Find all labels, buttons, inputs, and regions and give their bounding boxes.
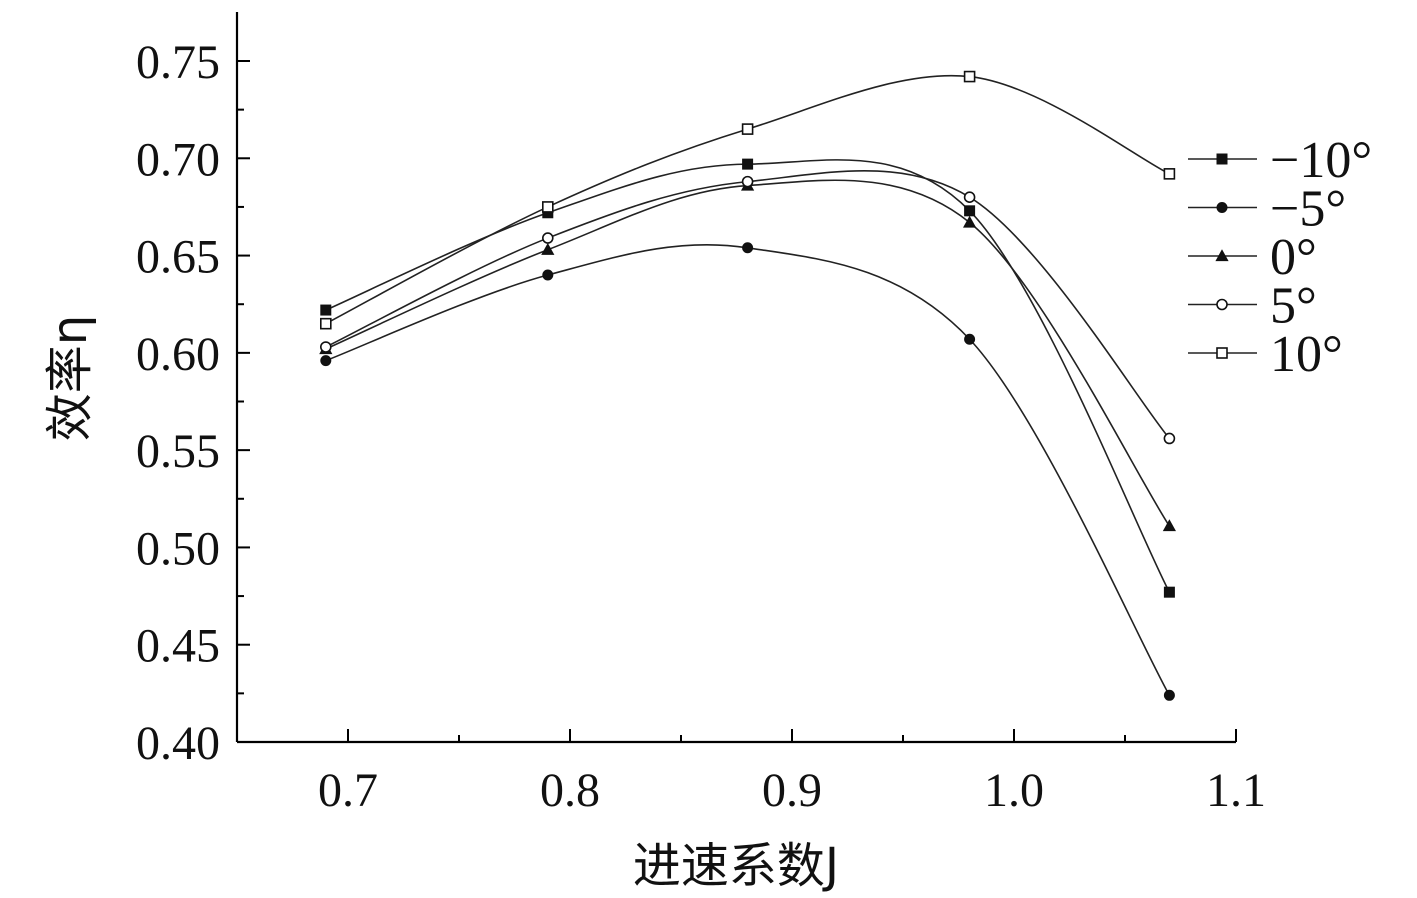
y-tick-label: 0.65 bbox=[136, 231, 220, 284]
y-tick-label: 0.75 bbox=[136, 36, 220, 89]
data-point bbox=[964, 205, 976, 217]
x-tick-label: 1.0 bbox=[984, 764, 1044, 817]
series-4 bbox=[319, 70, 1176, 330]
data-point bbox=[1163, 432, 1176, 445]
y-axis-title: 效率η bbox=[42, 315, 98, 441]
data-point bbox=[742, 242, 754, 254]
data-point bbox=[741, 123, 754, 135]
series-line bbox=[325, 159, 1171, 593]
x-tick-label: 0.8 bbox=[540, 764, 600, 817]
data-point bbox=[1162, 519, 1176, 532]
data-point bbox=[319, 317, 332, 330]
legend-label: 5° bbox=[1270, 278, 1317, 335]
x-axis-title: 进速系数J bbox=[633, 838, 839, 894]
data-point bbox=[964, 333, 976, 345]
series-line bbox=[325, 179, 1171, 527]
y-tick-label: 0.55 bbox=[136, 425, 220, 478]
legend-item: −5° bbox=[1188, 181, 1346, 238]
data-point bbox=[742, 158, 754, 170]
legend-marker bbox=[1216, 298, 1228, 311]
series-3 bbox=[319, 170, 1176, 445]
y-tick-label: 0.50 bbox=[136, 522, 220, 575]
y-tick-label: 0.70 bbox=[136, 133, 220, 186]
legend-item: 5° bbox=[1188, 278, 1317, 335]
data-point bbox=[963, 191, 976, 203]
data-point bbox=[741, 175, 754, 188]
series-line bbox=[325, 74, 1170, 325]
data-point bbox=[1163, 168, 1176, 180]
data-point bbox=[320, 355, 332, 367]
legend-marker bbox=[1215, 249, 1229, 262]
legend-item: 10° bbox=[1188, 326, 1343, 383]
data-point bbox=[1163, 689, 1175, 701]
series-line bbox=[325, 170, 1171, 439]
series-0 bbox=[320, 158, 1175, 598]
legend-marker bbox=[1216, 347, 1228, 359]
legend-label: −10° bbox=[1270, 132, 1372, 189]
legend-item: −10° bbox=[1188, 132, 1372, 189]
data-point bbox=[541, 242, 555, 255]
data-point bbox=[963, 215, 977, 228]
y-tick-label: 0.60 bbox=[136, 328, 220, 381]
axis-ticks: 0.40 0.45 0.50 0.55 0.60 0.65 0.70 0.75 0.7 0.8 0.… bbox=[136, 36, 1266, 817]
data-point bbox=[320, 304, 332, 316]
axes bbox=[235, 12, 1236, 744]
series-2 bbox=[319, 178, 1176, 532]
x-tick-label: 1.1 bbox=[1206, 764, 1266, 817]
data-point bbox=[541, 201, 554, 213]
data-point bbox=[1163, 586, 1175, 598]
series-layer bbox=[319, 70, 1176, 701]
data-point bbox=[542, 269, 554, 281]
legend-marker bbox=[1216, 202, 1228, 213]
legend: −10°−5°0°5°10° bbox=[1188, 132, 1372, 383]
data-point bbox=[319, 341, 332, 353]
legend-label: −5° bbox=[1270, 181, 1346, 238]
series-1 bbox=[320, 242, 1175, 701]
legend-label: 10° bbox=[1270, 326, 1343, 383]
data-point bbox=[963, 70, 976, 83]
x-tick-label: 0.7 bbox=[318, 764, 378, 817]
y-tick-label: 0.40 bbox=[136, 717, 220, 770]
legend-item: 0° bbox=[1188, 229, 1317, 286]
legend-marker bbox=[1216, 153, 1228, 165]
legend-label: 0° bbox=[1270, 229, 1317, 286]
data-point bbox=[541, 232, 554, 244]
x-tick-label: 0.9 bbox=[762, 764, 822, 817]
series-line bbox=[325, 243, 1171, 696]
y-tick-label: 0.45 bbox=[136, 620, 220, 673]
